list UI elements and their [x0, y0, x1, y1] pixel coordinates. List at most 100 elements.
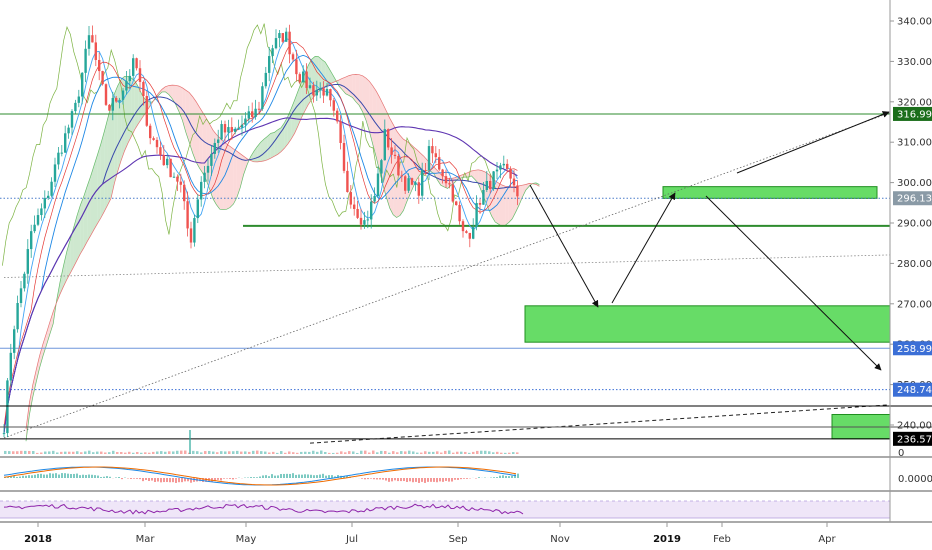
macd-histogram-bar — [295, 474, 297, 478]
volume-bar — [84, 451, 87, 454]
volume-bar — [436, 451, 439, 454]
macd-histogram-bar — [43, 474, 45, 478]
cloud-segment — [141, 93, 145, 119]
volume-bar — [300, 451, 303, 454]
candle-body — [478, 202, 482, 205]
volume-bar — [304, 451, 307, 454]
volume-bar — [248, 451, 251, 454]
macd-histogram-bar — [319, 474, 321, 478]
macd-histogram-bar — [190, 478, 192, 483]
macd-histogram-bar — [172, 478, 174, 483]
cloud-segment — [359, 74, 363, 112]
macd-histogram-bar — [304, 474, 306, 478]
candle-body — [448, 183, 451, 185]
volume-bar — [48, 451, 51, 454]
candle-body — [359, 217, 363, 225]
macd-histogram-bar — [379, 478, 381, 480]
macd-histogram-bar — [388, 478, 390, 482]
candle-body — [353, 204, 356, 209]
rsi-band — [0, 501, 890, 518]
macd-histogram-bar — [211, 478, 213, 482]
cloud-segment — [471, 170, 475, 180]
cloud-segment — [107, 105, 111, 206]
candle-body — [166, 158, 169, 166]
volume-bar — [496, 451, 499, 454]
candle-body — [495, 169, 499, 172]
macd-histogram-bar — [289, 473, 291, 478]
macd-histogram-bar — [205, 478, 207, 482]
macd-histogram-bar — [301, 474, 303, 478]
macd-histogram-bar — [436, 478, 438, 483]
target-zone — [662, 186, 878, 199]
candle-body — [159, 147, 162, 155]
candle-body — [329, 89, 332, 101]
candle-body — [179, 181, 182, 185]
macd-histogram-bar — [466, 478, 468, 479]
candle-body — [251, 111, 254, 117]
macd-histogram-bar — [52, 473, 54, 478]
candle-body — [230, 127, 233, 132]
cloud-segment — [77, 204, 81, 261]
candle-body — [67, 127, 70, 134]
candle-body — [390, 147, 393, 155]
macd-histogram-bar — [445, 478, 447, 481]
candle-body — [332, 100, 335, 111]
cloud-segment — [376, 91, 380, 172]
volume-spike-bar — [189, 430, 191, 454]
volume-bar — [360, 450, 363, 454]
volume-bar — [508, 452, 511, 454]
volume-bar — [24, 450, 27, 454]
candle-body — [33, 224, 36, 232]
candle-body — [322, 88, 325, 96]
candle-body — [288, 31, 291, 55]
candle-body — [489, 180, 492, 190]
volume-bar — [196, 451, 199, 454]
cloud-segment — [352, 74, 356, 102]
cloud-segment — [345, 75, 349, 96]
candle-body — [213, 142, 216, 154]
candle-body — [172, 176, 176, 178]
cloud-segment — [134, 80, 139, 130]
price-badges: 316.995 296.130 258.995 248.741 236.579 — [893, 106, 932, 446]
macd-histogram-bar — [142, 478, 144, 482]
volume-bar — [284, 452, 287, 454]
volume-bar — [96, 451, 99, 454]
volume-bar — [320, 450, 323, 454]
macd-histogram-bar — [64, 473, 66, 478]
macd-histogram-bar — [280, 474, 282, 478]
cloud-segment — [328, 67, 332, 85]
candle-body — [162, 154, 165, 166]
macd-histogram-bar — [169, 478, 171, 483]
volume-bar — [280, 451, 283, 454]
cloud-segment — [185, 90, 190, 143]
candle-body — [13, 329, 16, 353]
candle-body — [295, 59, 298, 75]
candle-body — [458, 204, 461, 222]
macd-histogram-bar — [97, 475, 99, 478]
macd-histogram-bar — [256, 477, 258, 478]
volume-bar — [400, 451, 403, 454]
macd-histogram-bar — [130, 478, 132, 480]
macd-histogram-bar — [499, 475, 501, 478]
cloud-segment — [355, 74, 360, 106]
price-badge-text: 258.995 — [897, 344, 932, 355]
volume-bar — [412, 451, 415, 454]
candle-body — [81, 72, 84, 97]
candle-body — [200, 181, 203, 200]
candle-body — [237, 127, 240, 129]
cloud-segment — [291, 100, 295, 140]
macd-histogram-bar — [307, 474, 309, 478]
macd-histogram-bar — [331, 475, 333, 478]
macd-histogram-bar — [448, 478, 450, 482]
macd-histogram-bar — [76, 473, 78, 478]
candle-body — [485, 180, 488, 191]
macd-histogram-bar — [316, 475, 318, 478]
macd-histogram-bar — [13, 475, 15, 478]
macd-histogram-bar — [442, 478, 444, 482]
horizontal-price-lines — [0, 113, 890, 440]
cloud-segment — [389, 118, 394, 215]
macd-histogram-bar — [79, 475, 81, 478]
volume-bar — [424, 451, 427, 454]
volume-bar — [184, 450, 187, 454]
